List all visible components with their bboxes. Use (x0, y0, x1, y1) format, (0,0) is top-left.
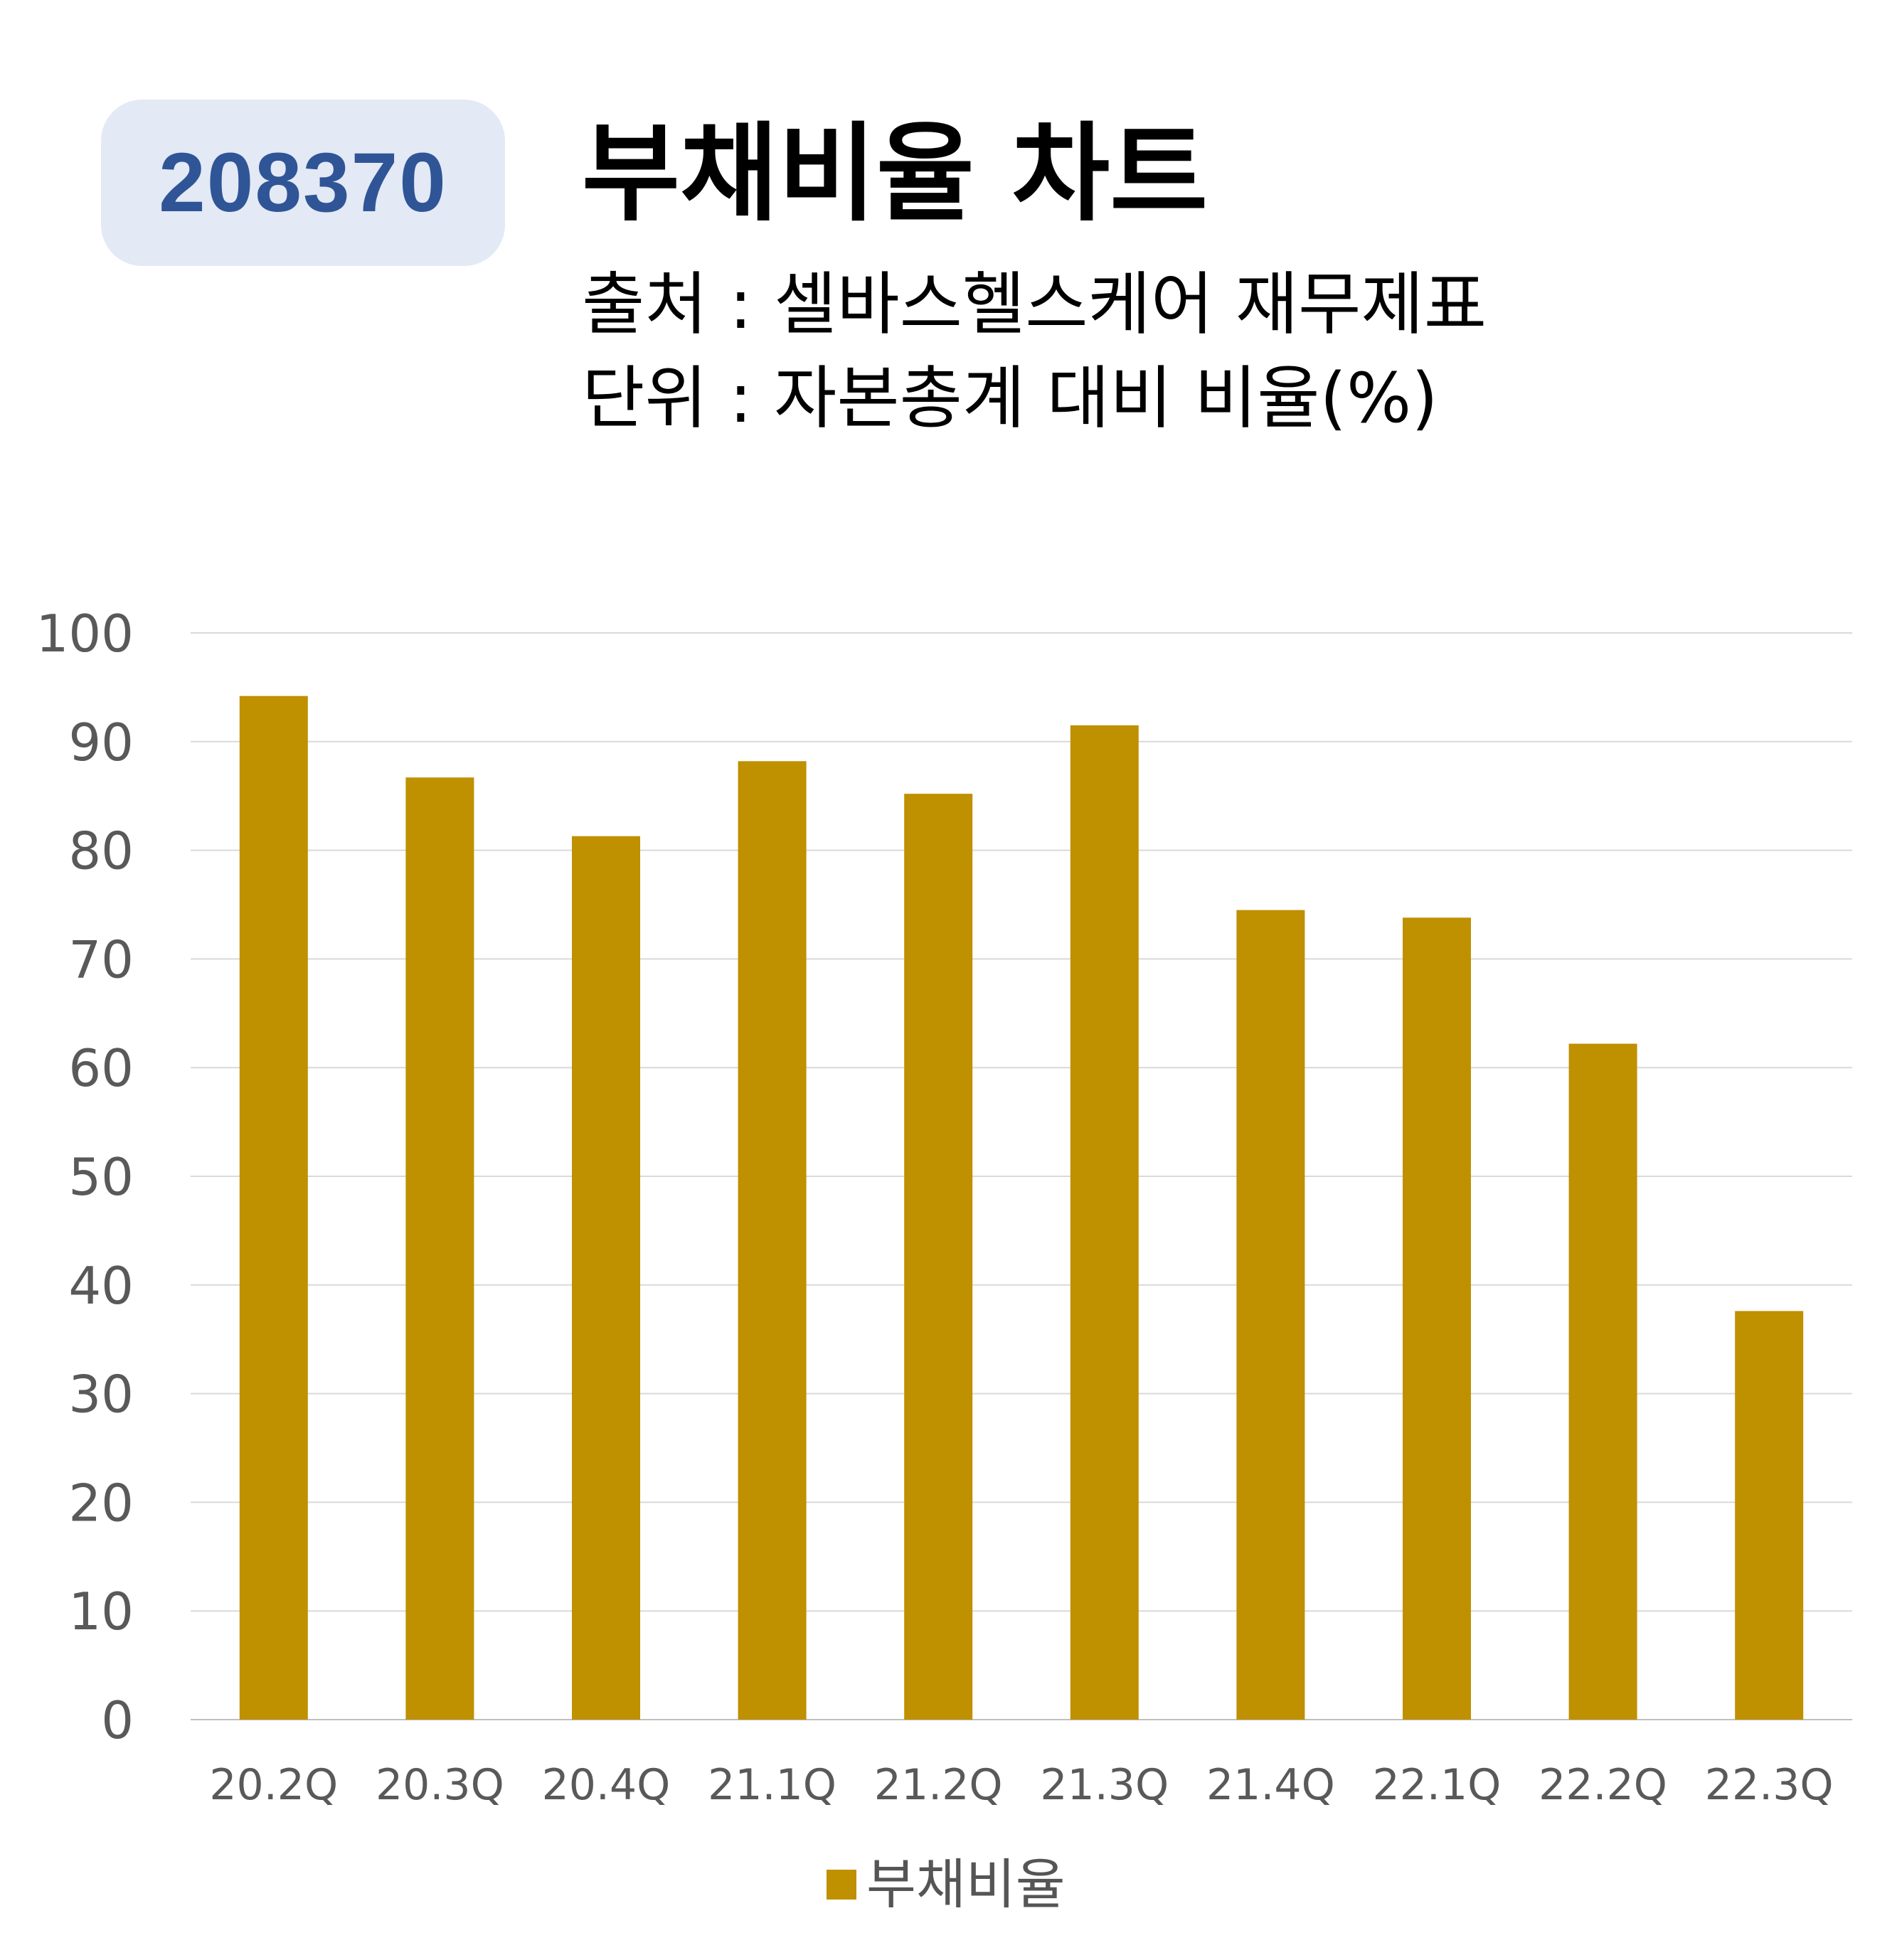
bar-20.2Q (239, 696, 308, 1720)
x-tick-label: 22.2Q (1539, 1760, 1667, 1810)
y-tick-label: 70 (68, 930, 134, 989)
legend-swatch (827, 1870, 856, 1900)
x-tick-label: 22.1Q (1373, 1760, 1502, 1810)
y-tick-label: 20 (68, 1473, 134, 1533)
y-tick-label: 90 (68, 713, 134, 772)
stock-code-badge: 208370 (101, 100, 505, 266)
stock-code: 208370 (159, 136, 447, 230)
y-tick-label: 60 (68, 1038, 134, 1098)
x-axis-ticks: 20.2Q 20.3Q 20.4Q 21.1Q 21.2Q 21.3Q 21.4Q 22.1Q… (209, 1760, 1833, 1810)
y-tick-label: 50 (68, 1147, 134, 1207)
x-tick-label: 20.4Q (542, 1760, 671, 1810)
bar-22.2Q (1568, 1043, 1637, 1720)
bar-21.3Q (1070, 725, 1139, 1720)
bar-21.4Q (1236, 910, 1305, 1720)
x-tick-label: 21.1Q (708, 1760, 836, 1810)
bar-20.4Q (572, 836, 640, 1720)
y-tick-label: 30 (68, 1365, 134, 1424)
x-tick-label: 21.3Q (1040, 1760, 1169, 1810)
bar-22.1Q (1403, 917, 1471, 1720)
y-tick-label: 100 (36, 604, 134, 664)
source-label: 출처 : 셀바스헬스케어 재무제표 (582, 265, 1487, 344)
chart-title: 부채비율 차트 (582, 112, 1208, 236)
y-tick-label: 0 (101, 1690, 134, 1750)
x-tick-label: 20.3Q (376, 1760, 504, 1810)
legend-label: 부채비율 (866, 1853, 1066, 1916)
x-tick-label: 20.2Q (209, 1760, 338, 1810)
y-tick-label: 40 (68, 1256, 134, 1316)
bar-20.3Q (405, 777, 474, 1720)
x-tick-label: 22.3Q (1705, 1760, 1834, 1810)
unit-label: 단위 : 자본총계 대비 비율(%) (582, 358, 1438, 438)
bar-22.3Q (1735, 1311, 1804, 1720)
x-tick-label: 21.4Q (1206, 1760, 1335, 1810)
bars (239, 696, 1804, 1720)
legend: 부채비율 (827, 1858, 1066, 1912)
bar-21.1Q (738, 761, 807, 1720)
x-tick-label: 21.2Q (874, 1760, 1003, 1810)
y-axis-ticks: 0 10 20 30 40 50 60 70 80 90 100 (36, 604, 134, 1750)
y-tick-label: 10 (68, 1582, 134, 1641)
y-tick-label: 80 (68, 821, 134, 881)
bar-21.2Q (904, 794, 973, 1720)
